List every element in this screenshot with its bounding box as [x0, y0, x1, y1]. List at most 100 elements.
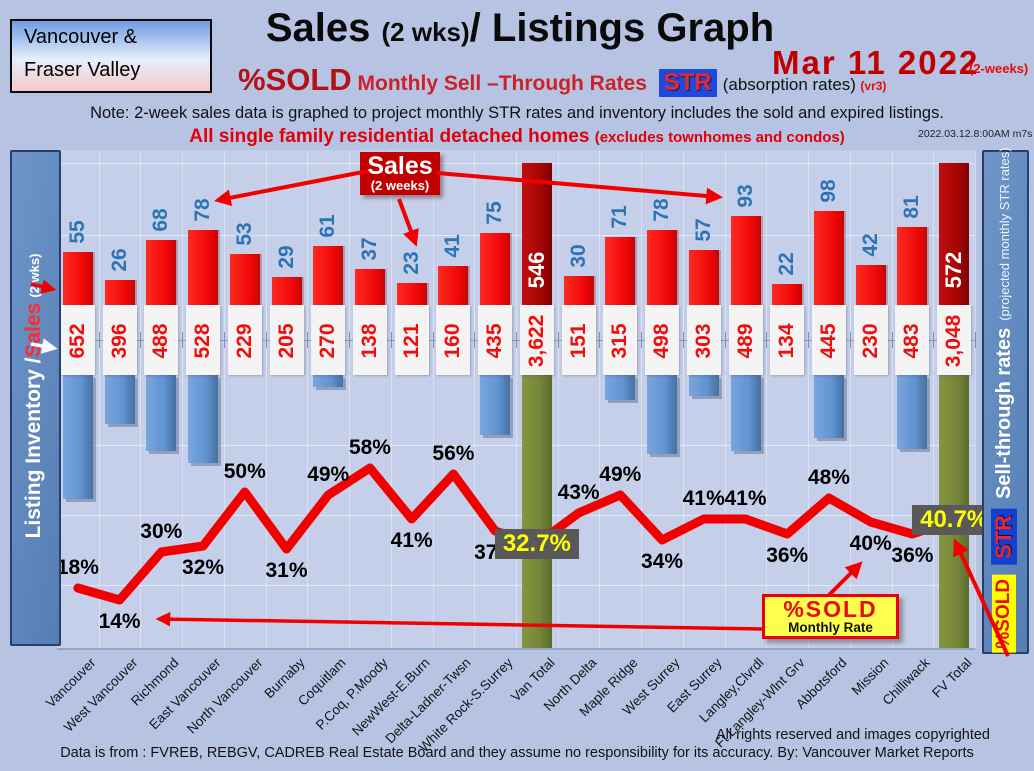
axis-tick: [975, 332, 976, 348]
str-point-label: 49%: [599, 463, 642, 486]
sales-bar: [480, 233, 511, 305]
str-point-label: 41%: [682, 487, 725, 510]
axis-tick: [98, 332, 100, 348]
axis-tick: [557, 332, 559, 348]
str-point-label: 34%: [641, 550, 684, 573]
inventory-bar: [62, 375, 93, 500]
str-point-label: 49%: [307, 463, 350, 486]
sales-bar: [313, 246, 344, 305]
inventory-label-box: [269, 305, 304, 375]
inventory-label-box: [227, 305, 262, 375]
inventory-label-box: [603, 305, 638, 375]
sales-bar: [104, 280, 135, 305]
left-axis-sales: Sales: [22, 302, 45, 358]
str-chip: STR: [658, 69, 717, 97]
scope-text: All single family residential detached h…: [189, 126, 845, 147]
sales-bar: [855, 264, 886, 305]
pctsold-monthly-rate-box: %SOLD Monthly Rate: [762, 594, 899, 639]
gridline: [516, 150, 517, 648]
inventory-bar: [605, 375, 636, 400]
region-box: Vancouver & Fraser Valley: [10, 19, 212, 93]
sales-bar: [188, 230, 219, 305]
subtitle-pctsold: %SOLD: [238, 62, 352, 97]
axis-tick: [140, 332, 142, 348]
subtitle-version: (vr3): [860, 79, 887, 93]
axis-tick: [223, 332, 225, 348]
total-inventory-bar: [521, 375, 552, 648]
gridline: [223, 150, 225, 648]
source-text: Data is from : FVREB, REBGV, CADREB Real…: [60, 745, 974, 761]
gridline: [432, 150, 434, 648]
str-point-label: 30%: [140, 520, 183, 543]
axis-tick: [349, 332, 351, 348]
sales-bar: [730, 215, 761, 305]
inventory-bar: [146, 375, 177, 451]
report-date: Mar 11 2022: [772, 44, 980, 81]
sales-bar: [229, 254, 260, 305]
inventory-label-box: [311, 305, 346, 375]
sales-bar: [354, 269, 385, 305]
inventory-label-box: [937, 305, 972, 375]
axis-tick: [808, 332, 810, 348]
report-date-suffix: (2-weeks): [969, 61, 1029, 76]
inventory-label-box: [186, 305, 221, 375]
str-point-label: 58%: [348, 436, 391, 459]
inventory-label-box: [811, 305, 846, 375]
str-point-label: 50%: [223, 460, 266, 483]
sales-callout: Sales (2 weeks): [360, 152, 440, 195]
inventory-label-box: [853, 305, 888, 375]
gridline: [98, 150, 100, 648]
pctsold-box-title: %SOLD: [783, 596, 878, 622]
region-line2: Fraser Valley: [24, 59, 141, 81]
gridline: [975, 150, 976, 648]
scope-paren: (excludes townhomes and condos): [594, 129, 845, 146]
inventory-bar: [104, 375, 135, 424]
inventory-label-box: [60, 305, 95, 375]
str-point-label: 31%: [265, 559, 308, 582]
axis-tick: [474, 332, 476, 348]
inventory-bar: [813, 375, 844, 439]
gridline: [766, 150, 768, 648]
inventory-label-box: [478, 305, 513, 375]
inventory-bar: [730, 375, 761, 452]
page-title: Sales (2 wks)/ Listings Graph: [265, 6, 775, 50]
gridline: [724, 150, 726, 648]
sales-bar: [688, 250, 719, 305]
title-weeks-note: (2 wks): [381, 17, 470, 47]
axis-tick: [849, 332, 851, 348]
gridline: [57, 445, 975, 446]
gridline: [891, 150, 893, 648]
str-point-label: 36%: [766, 544, 809, 567]
inventory-label-box: [686, 305, 721, 375]
gridline: [474, 150, 476, 648]
inventory-label-box: [436, 305, 471, 375]
left-axis-suffix: (2 wks): [26, 253, 42, 298]
sales-bar: [62, 252, 93, 305]
sales-bar: [271, 277, 302, 305]
inventory-bar: [897, 375, 928, 450]
axis-tick: [682, 332, 684, 348]
str-total-highlight: 32.7%: [494, 528, 579, 559]
str-point-label: 48%: [807, 466, 850, 489]
gridline: [390, 150, 392, 648]
str-point-label: 56%: [432, 442, 475, 465]
inventory-label-box: [519, 305, 554, 375]
sales-bar: [772, 283, 803, 305]
inventory-label-box: [770, 305, 805, 375]
inventory-bar: [688, 375, 719, 397]
axis-tick: [390, 332, 392, 348]
right-axis-main: Sell-through rates: [992, 327, 1015, 499]
total-sales-bar: [939, 163, 970, 305]
gridline: [557, 150, 559, 648]
left-axis-main: Listing Inventory /: [22, 357, 45, 539]
gridline: [933, 150, 935, 648]
gridline: [265, 150, 267, 648]
axis-tick: [432, 332, 434, 348]
inventory-label-box: [895, 305, 930, 375]
inventory-bar: [480, 375, 511, 436]
str-point-label: 32%: [182, 556, 225, 579]
sales-bar: [897, 227, 928, 305]
region-line1: Vancouver &: [24, 26, 138, 48]
str-axis-chip: STR: [991, 508, 1017, 565]
